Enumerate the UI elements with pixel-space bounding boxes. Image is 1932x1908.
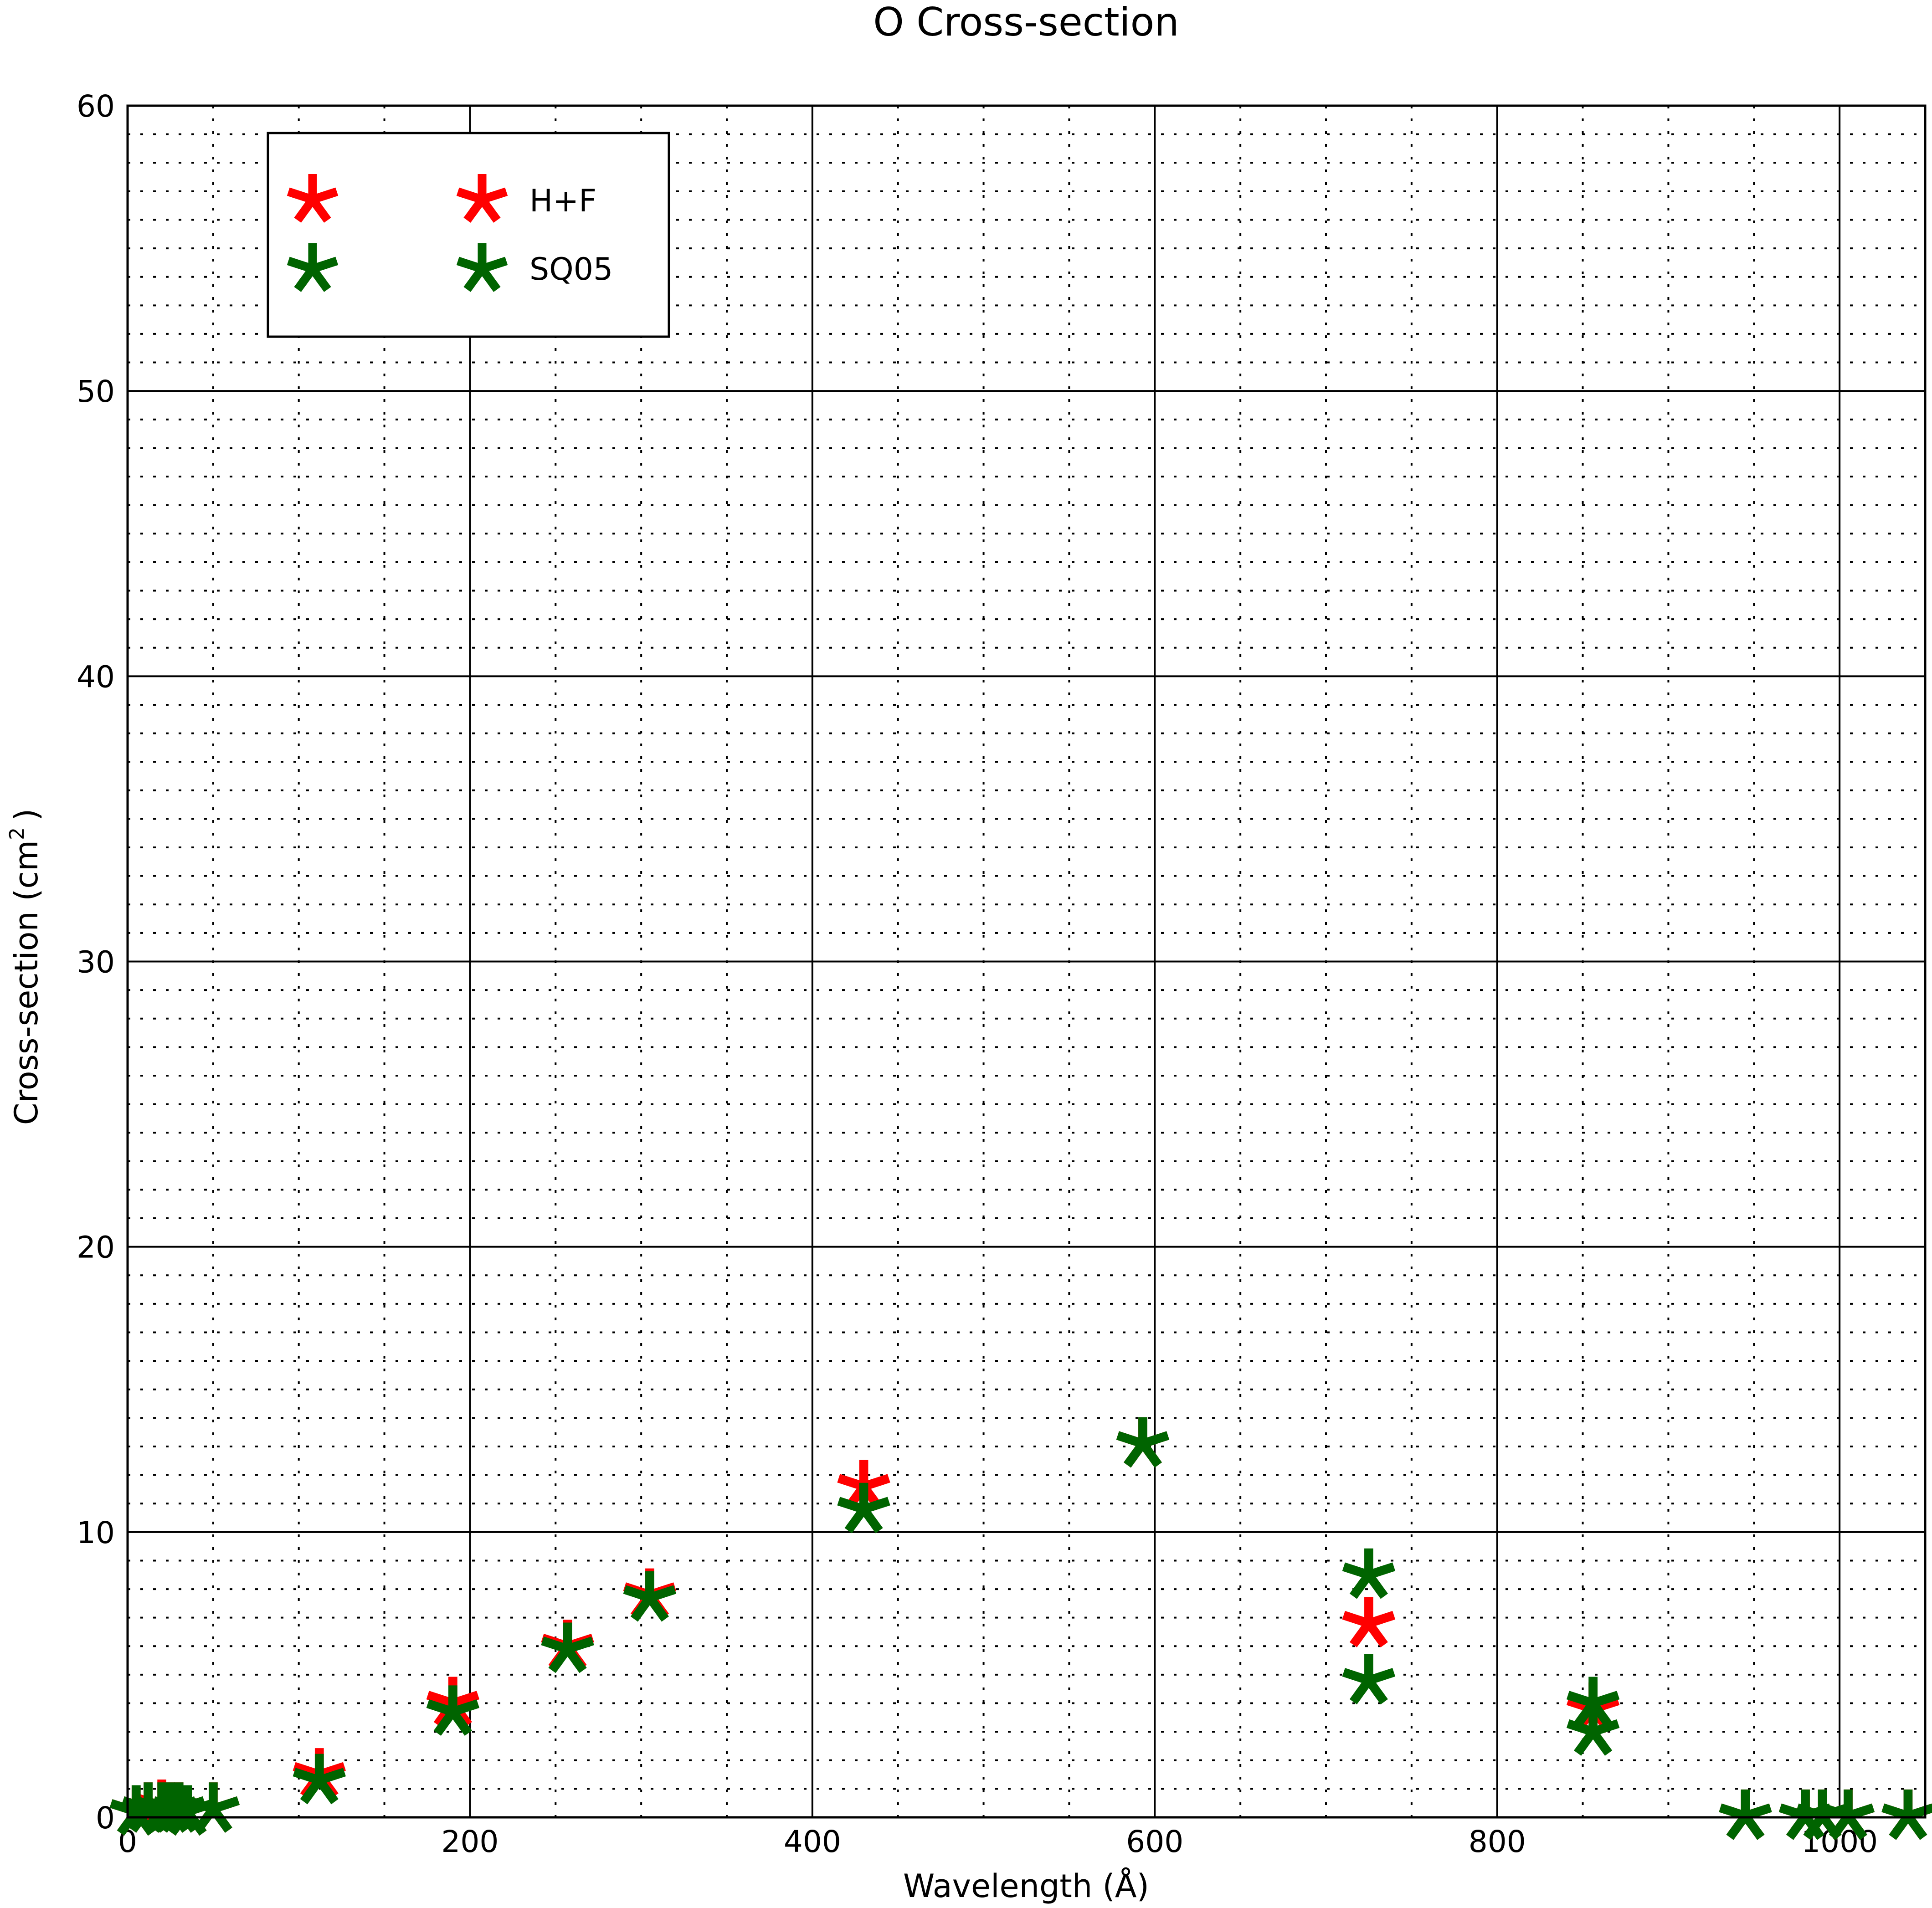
data-point-sq05 [1821,1789,1875,1840]
legend-marker-hf [287,174,339,223]
legend: H+F SQ05 [267,132,670,338]
plot-frame [126,104,1927,1819]
data-point-sq05 [1342,1654,1396,1705]
data-point-sq05 [1719,1789,1772,1840]
legend-marker-sq05 [456,243,508,292]
x-tick-label: 800 [1469,1824,1526,1859]
legend-label-sq05: SQ05 [529,251,613,287]
data-point-sq05 [1881,1789,1932,1840]
y-axis-label-main: Cross-section (cm [8,840,45,1125]
legend-marker-sq05 [287,243,339,292]
y-axis-label-superscript: 2 [5,827,29,840]
x-tick-label: 600 [1126,1824,1183,1859]
y-tick-label: 30 [77,945,115,980]
y-axis-label-close: ) [8,809,45,821]
data-points [109,1417,1932,1840]
data-point-sq05 [186,1782,240,1833]
x-tick-labels: 0 200 400 600 800 1000 [118,1824,1878,1859]
data-point-sq05 [1116,1417,1170,1468]
data-point-sq05 [293,1754,346,1805]
x-axis-label: Wavelength (Å) [903,1867,1149,1905]
y-tick-label: 10 [77,1515,115,1550]
legend-markers [287,174,508,292]
legend-box [267,132,670,338]
y-tick-label: 20 [77,1230,115,1265]
data-point-sq05 [837,1482,890,1534]
y-tick-label: 50 [77,374,115,409]
data-point-sq05 [541,1622,594,1673]
y-tick-label: 40 [77,659,115,694]
data-point-sq05 [426,1685,480,1736]
y-tick-label: 60 [77,89,115,124]
x-tick-label: 400 [784,1824,841,1859]
data-point-hf [1342,1597,1396,1647]
data-point-sq05 [1342,1548,1396,1599]
data-point-sq05 [623,1571,677,1622]
y-axis-label: Cross-section (cm2) [5,809,45,1125]
major-grid [128,106,1925,1817]
legend-marker-hf [456,174,508,223]
legend-label-hf: H+F [529,183,596,219]
data-point-sq05 [1566,1705,1620,1756]
chart-title: O Cross-section [873,0,1179,45]
x-tick-label: 200 [441,1824,498,1859]
